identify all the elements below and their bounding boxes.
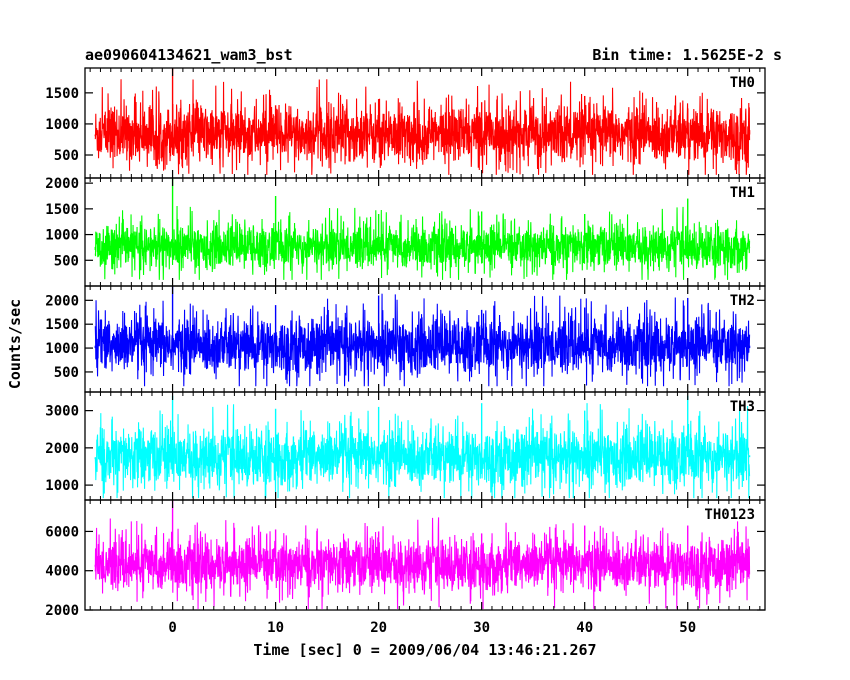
panel-label-th0: TH0 — [730, 75, 755, 91]
x-tick-label-30: 30 — [473, 620, 490, 636]
panel-th3: 1000 2000 3000 TH3 — [45, 391, 766, 501]
panel-label-th0123: TH0123 — [704, 507, 755, 523]
series-th0123 — [94, 517, 751, 610]
bin-time-label: Bin time: 1.5625E-2 s — [592, 46, 782, 64]
panel-label-th2: TH2 — [730, 293, 755, 309]
y-tick-label-th0-1000: 1000 — [45, 117, 79, 133]
y-tick-label-th0123-4000: 4000 — [45, 564, 79, 580]
y-tick-label-th2-1500: 1500 — [45, 317, 79, 333]
chart-title: ae090604134621_wam3_bst — [85, 46, 293, 64]
y-tick-label-th2-500: 500 — [54, 365, 79, 381]
y-tick-label-th0-1500: 1500 — [45, 86, 79, 102]
y-tick-label-th0123-2000: 2000 — [45, 603, 79, 619]
series-th0 — [94, 79, 751, 175]
y-tick-label-th1-1000: 1000 — [45, 228, 79, 244]
x-tick-label-40: 40 — [576, 620, 593, 636]
panel-frame-th0123 — [84, 499, 766, 611]
series-th1 — [94, 206, 751, 280]
series-th2 — [94, 293, 751, 387]
panel-label-th1: TH1 — [730, 185, 755, 201]
panel-th1: 500 1000 1500 2000 TH1 — [45, 176, 766, 287]
x-tick-label-20: 20 — [370, 620, 387, 636]
y-tick-label-th3-1000: 1000 — [45, 478, 79, 494]
x-tick-label-0: 0 — [168, 620, 176, 636]
panel-th2: 500 1000 1500 2000 TH2 — [45, 285, 766, 393]
panels-group: 50010001500TH0500100015002000TH150010001… — [45, 67, 766, 636]
panel-th0: 500 1000 1500 TH0 — [45, 67, 766, 179]
x-tick-label-50: 50 — [679, 620, 696, 636]
panel-th0123: 2000 4000 6000 TH0123 — [45, 499, 766, 619]
y-tick-label-th2-2000: 2000 — [45, 293, 79, 309]
y-tick-label-th3-3000: 3000 — [45, 404, 79, 420]
series-th3 — [94, 403, 751, 499]
x-tick-label-10: 10 — [267, 620, 284, 636]
y-tick-label-th3-2000: 2000 — [45, 441, 79, 457]
y-tick-label-th1-2000: 2000 — [45, 176, 79, 192]
x-axis-label: Time [sec] 0 = 2009/06/04 13:46:21.267 — [253, 641, 597, 659]
y-tick-label-th2-1000: 1000 — [45, 341, 79, 357]
y-tick-label-th1-500: 500 — [54, 253, 79, 269]
y-tick-label-th0123-6000: 6000 — [45, 524, 79, 540]
panel-label-th3: TH3 — [730, 399, 755, 415]
y-tick-label-th1-1500: 1500 — [45, 202, 79, 218]
y-tick-label-th0-500: 500 — [54, 148, 79, 164]
